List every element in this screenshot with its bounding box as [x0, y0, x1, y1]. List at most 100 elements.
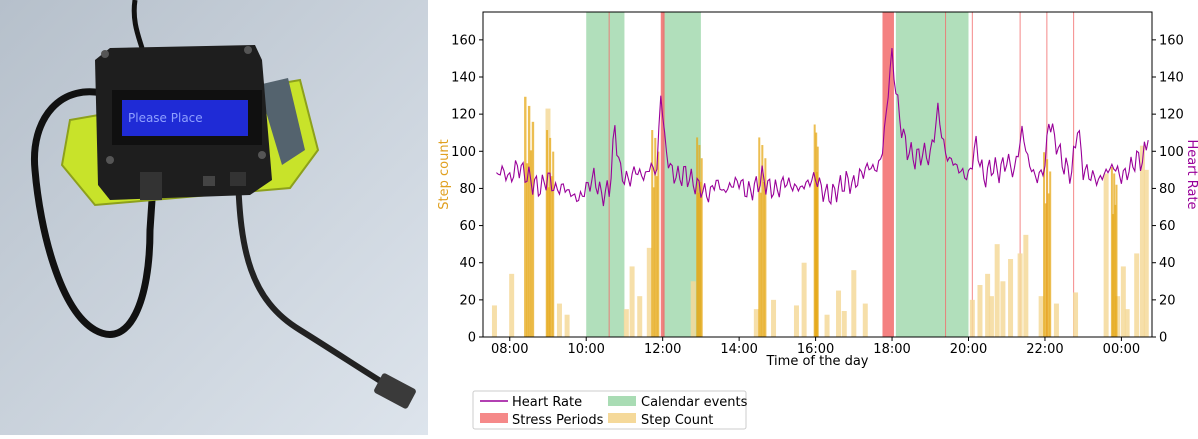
step-bar [862, 303, 868, 337]
step-burst-bar [696, 137, 699, 337]
stress-period-band [660, 12, 665, 337]
step-bar [1139, 145, 1145, 337]
top-cable [131, 0, 145, 49]
y-tick-label-right: 60 [1159, 219, 1176, 234]
step-burst-bar [527, 105, 531, 337]
y-tick-label-right: 0 [1159, 331, 1167, 346]
axes-layer: 08:00 10:00 12:00 14:00 16:00 18:00 20:00 22:00… [451, 11, 1184, 357]
step-bar [556, 303, 562, 337]
plot-frame [482, 11, 1153, 338]
heart-rate-chart: 08:00 10:00 12:00 14:00 16:00 18:00 20:00 22:00… [437, 11, 1198, 430]
x-tick-label: 12:00 [644, 342, 681, 357]
step-burst-bar [547, 187, 550, 337]
step-burst-bar [700, 158, 703, 337]
y-axis-label-right: Heart Rate [1184, 139, 1198, 209]
y-tick-label-left: 120 [451, 108, 476, 123]
step-bar [1023, 234, 1029, 337]
step-burst-bar [1110, 166, 1113, 337]
step-burst [813, 124, 819, 337]
y-tick-label-left: 80 [459, 182, 476, 197]
legend: Heart Rate Calendar events Stress Period… [472, 390, 748, 430]
step-burst-bar [529, 150, 533, 337]
legend-marker-stress-periods [480, 413, 508, 423]
x-tick-label: 18:00 [873, 342, 910, 357]
stress-period-band [882, 12, 894, 337]
step-bar [1143, 169, 1149, 337]
screw-4 [258, 151, 266, 159]
step-burst-bar [1115, 184, 1118, 337]
step-bar [1008, 259, 1014, 337]
chart-panel: 08:00 10:00 12:00 14:00 16:00 18:00 20:00 22:00… [428, 0, 1198, 435]
step-burst [758, 137, 767, 337]
y-tick-label-left: 60 [459, 219, 476, 234]
y-tick-label-left: 0 [468, 331, 476, 346]
step-burst-bar [531, 121, 535, 338]
calendar-event-band [895, 12, 969, 337]
step-burst [1110, 166, 1118, 337]
step-bar [1000, 281, 1006, 337]
step-bar [1134, 253, 1140, 337]
step-burst-bar [761, 145, 764, 337]
step-burst-bar [762, 181, 765, 337]
step-bar [629, 266, 635, 337]
step-burst [651, 130, 660, 337]
x-tick-label: 22:00 [1026, 342, 1063, 357]
step-bar [977, 285, 983, 337]
step-bar [623, 309, 629, 337]
device-photo: Please Place [0, 0, 428, 435]
step-bar [994, 244, 1000, 337]
step-burst-bar [1049, 171, 1052, 337]
y-tick-label-right: 80 [1159, 182, 1176, 197]
step-burst-bar [698, 145, 701, 337]
calendar-event-band [586, 12, 625, 337]
step-burst-bar [1043, 152, 1046, 337]
x-tick-label: 08:00 [491, 342, 528, 357]
y-tick-label-left: 20 [459, 293, 476, 308]
step-bar [1103, 173, 1109, 337]
step-burst-bar [1046, 159, 1049, 337]
lcd-screen [122, 100, 248, 136]
step-burst-bar [654, 137, 657, 337]
device-photo-drawing: Please Place [0, 0, 428, 435]
cable-connector [374, 373, 416, 409]
heart-rate-layer [496, 48, 1149, 207]
step-burst-bar [764, 158, 767, 337]
step-bar [836, 290, 842, 337]
y-tick-label-left: 100 [451, 145, 476, 160]
step-burst-bar [524, 96, 527, 338]
port-1 [203, 176, 215, 186]
port-2 [230, 172, 246, 186]
step-bars-layer [491, 96, 1149, 338]
y-tick-label-right: 20 [1159, 293, 1176, 308]
step-bar [988, 296, 994, 337]
heart-rate-line [496, 48, 1149, 207]
step-burst-bar [657, 151, 660, 337]
step-burst-bar [655, 176, 658, 337]
step-burst [696, 137, 703, 337]
legend-marker-step-count [608, 413, 636, 423]
step-bar [1124, 309, 1130, 337]
step-burst-bar [697, 192, 700, 337]
step-bar [753, 309, 759, 337]
step-bar [690, 281, 696, 337]
step-bar [491, 305, 497, 337]
x-tick-label: 10:00 [567, 342, 604, 357]
legend-box [472, 390, 747, 430]
y-tick-label-left: 40 [459, 256, 476, 271]
step-bar [509, 273, 515, 337]
step-burst-bar [651, 130, 654, 337]
legend-label-step-count: Step Count [641, 413, 713, 428]
y-tick-label-right: 120 [1159, 108, 1184, 123]
step-burst-bar [1047, 193, 1050, 337]
step-bar [1073, 292, 1079, 337]
screw-2 [244, 46, 252, 54]
step-burst-bar [816, 146, 819, 337]
step-bar [824, 314, 830, 337]
x-tick-label: 00:00 [1103, 342, 1140, 357]
usb-plug [140, 172, 162, 200]
step-bar [801, 262, 807, 337]
step-bar [841, 311, 847, 337]
step-bar [851, 270, 857, 337]
step-bar [969, 299, 975, 337]
y-tick-label-right: 160 [1159, 33, 1184, 48]
